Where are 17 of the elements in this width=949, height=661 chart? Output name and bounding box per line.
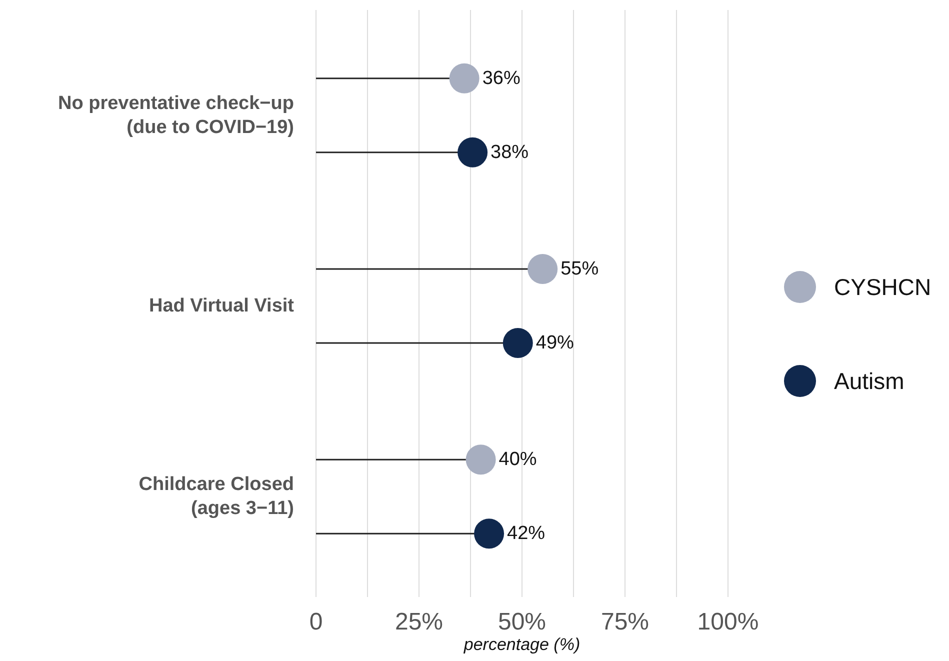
y-tick-label: Childcare Closed (ages 3−11)	[138, 474, 294, 520]
data-label: 49%	[536, 332, 574, 354]
data-label: 38%	[490, 142, 529, 163]
x-tick-label: 50%	[498, 608, 546, 636]
x-tick-label: 0	[309, 608, 323, 636]
y-tick-label: No preventative check−up (due to COVID−19)	[58, 92, 294, 138]
y-tick-label: Had Virtual Visit	[148, 296, 295, 316]
legend-label: Autism	[834, 368, 904, 394]
data-label: 55%	[560, 258, 599, 280]
data-label: 36%	[482, 68, 520, 89]
x-tick-label: 25%	[394, 608, 444, 636]
data-label: 42%	[507, 523, 546, 544]
x-axis-title: percentage (%)	[462, 635, 580, 654]
x-tick-label: 100%	[697, 608, 759, 636]
x-tick-label: 75%	[600, 608, 650, 636]
data-label: 40%	[498, 449, 537, 470]
legend-label: CYSHCN	[834, 274, 932, 300]
